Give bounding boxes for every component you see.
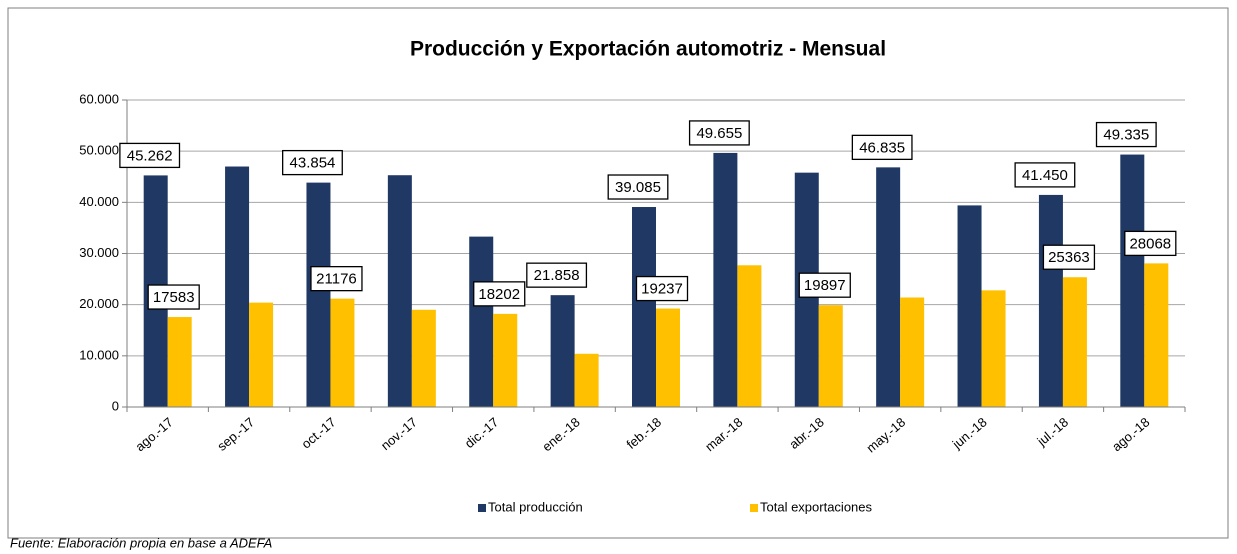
data-label: 21.858 (534, 267, 580, 284)
data-label-box (147, 284, 200, 310)
data-label: 25363 (1048, 249, 1090, 266)
bar (167, 317, 192, 407)
legend-label: Total producción (488, 499, 583, 514)
data-label-box (851, 134, 913, 161)
bar (387, 175, 412, 407)
bar (493, 313, 518, 407)
y-tick-label: 20.000 (79, 296, 119, 311)
data-label-box (1014, 162, 1076, 188)
bar (1062, 277, 1087, 407)
bar (469, 236, 494, 407)
bar (330, 298, 355, 407)
bar (632, 207, 656, 407)
data-label-box (282, 149, 343, 176)
data-label-box (798, 272, 851, 298)
source-note: Fuente: Elaboración propia en base a ADE… (10, 535, 272, 550)
y-tick-label: 30.000 (79, 245, 119, 260)
data-label: 18202 (478, 286, 520, 303)
y-tick-label: 0 (112, 398, 119, 413)
bar (737, 265, 762, 407)
data-label: 28068 (1129, 235, 1171, 252)
y-tick-label: 40.000 (79, 194, 119, 209)
data-label-box (1124, 230, 1177, 257)
chart-frame (7, 7, 1229, 539)
legend-swatch (750, 504, 758, 512)
y-tick-label: 50.000 (79, 143, 119, 158)
data-label: 49.335 (1103, 127, 1149, 144)
bar (1144, 263, 1169, 407)
bar (1038, 194, 1063, 407)
data-label: 17583 (153, 289, 195, 306)
data-label: 19897 (804, 277, 846, 294)
bar (249, 302, 274, 407)
y-tick-label: 10.000 (79, 347, 119, 362)
data-label: 19237 (641, 281, 683, 298)
data-label-box (1042, 244, 1096, 270)
data-label: 45.262 (127, 147, 173, 164)
bar (900, 297, 925, 407)
bar (550, 295, 575, 407)
chart-title: Producción y Exportación automotriz - Me… (410, 38, 886, 61)
legend-swatch (478, 504, 486, 512)
bar (225, 166, 250, 407)
bar (656, 308, 680, 407)
data-label-box (607, 174, 669, 200)
data-label-box (310, 265, 363, 292)
data-label-box (635, 275, 689, 302)
y-tick-label: 60.000 (79, 91, 119, 106)
bar (957, 205, 982, 407)
data-label-box (688, 120, 750, 146)
data-label-box (119, 142, 181, 169)
data-label: 49.655 (696, 125, 742, 142)
bar (818, 305, 843, 407)
data-label-box (473, 281, 526, 307)
data-label: 39.085 (615, 179, 661, 196)
bar (306, 182, 331, 407)
data-label-box (526, 262, 588, 288)
data-label: 43.854 (290, 155, 336, 172)
data-label-box (1095, 121, 1157, 148)
data-label: 21176 (316, 271, 357, 288)
bar (1120, 154, 1145, 407)
bar (574, 353, 599, 407)
legend-label: Total exportaciones (760, 499, 873, 514)
bar (981, 290, 1006, 407)
bar (876, 167, 901, 407)
bar (713, 152, 738, 407)
data-label: 41.450 (1022, 167, 1068, 184)
data-label: 46.835 (859, 139, 905, 156)
bar (411, 309, 436, 407)
